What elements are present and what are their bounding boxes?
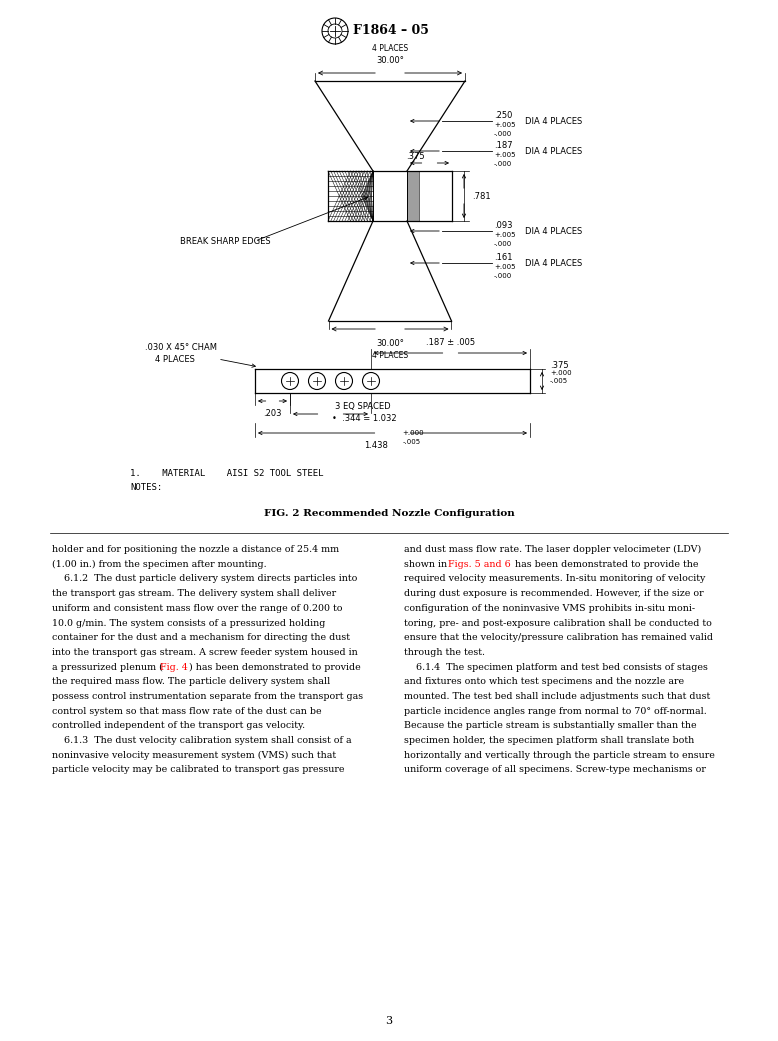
Text: +.000: +.000 <box>402 430 424 436</box>
Text: particle incidence angles range from normal to 70° off-normal.: particle incidence angles range from nor… <box>404 707 706 716</box>
Text: -.005: -.005 <box>402 439 421 445</box>
Text: Fig. 4: Fig. 4 <box>159 663 187 671</box>
Text: 1.438: 1.438 <box>365 441 388 450</box>
Text: .203: .203 <box>263 409 282 418</box>
Text: uniform and consistent mass flow over the range of 0.200 to: uniform and consistent mass flow over th… <box>52 604 342 613</box>
Text: 30.00°: 30.00° <box>376 339 404 348</box>
Text: Figs. 5 and 6: Figs. 5 and 6 <box>448 560 511 568</box>
Text: the transport gas stream. The delivery system shall deliver: the transport gas stream. The delivery s… <box>52 589 336 599</box>
Text: 4 PLACES: 4 PLACES <box>155 355 194 363</box>
Text: .187 ± .005: .187 ± .005 <box>426 338 475 347</box>
Text: particle velocity may be calibrated to transport gas pressure: particle velocity may be calibrated to t… <box>52 765 345 775</box>
Text: .375: .375 <box>550 360 569 370</box>
Text: 6.1.4  The specimen platform and test bed consists of stages: 6.1.4 The specimen platform and test bed… <box>404 663 708 671</box>
Text: into the transport gas stream. A screw feeder system housed in: into the transport gas stream. A screw f… <box>52 648 358 657</box>
Text: horizontally and vertically through the particle stream to ensure: horizontally and vertically through the … <box>404 751 715 760</box>
Text: -.000: -.000 <box>494 242 512 247</box>
Text: a pressurized plenum (: a pressurized plenum ( <box>52 663 163 671</box>
Text: 10.0 g/min. The system consists of a pressurized holding: 10.0 g/min. The system consists of a pre… <box>52 618 325 628</box>
Text: +.005: +.005 <box>494 122 516 128</box>
Text: NOTES:: NOTES: <box>130 482 163 491</box>
Text: +.005: +.005 <box>494 264 516 270</box>
Text: .375: .375 <box>405 152 424 161</box>
Text: FIG. 2 Recommended Nozzle Configuration: FIG. 2 Recommended Nozzle Configuration <box>264 508 514 517</box>
Text: +.005: +.005 <box>494 152 516 158</box>
Text: required velocity measurements. In-situ monitoring of velocity: required velocity measurements. In-situ … <box>404 575 706 583</box>
Text: +.000: +.000 <box>550 370 572 376</box>
Text: mounted. The test bed shall include adjustments such that dust: mounted. The test bed shall include adju… <box>404 692 710 701</box>
Text: -.005: -.005 <box>550 378 568 384</box>
Text: 4 PLACES: 4 PLACES <box>372 351 408 360</box>
Text: controlled independent of the transport gas velocity.: controlled independent of the transport … <box>52 721 305 731</box>
Text: F1864 – 05: F1864 – 05 <box>353 25 429 37</box>
Text: BREAK SHARP EDGES: BREAK SHARP EDGES <box>180 236 271 246</box>
Text: Because the particle stream is substantially smaller than the: Because the particle stream is substanti… <box>404 721 696 731</box>
Text: and fixtures onto which test specimens and the nozzle are: and fixtures onto which test specimens a… <box>404 678 684 686</box>
Text: ensure that the velocity/pressure calibration has remained valid: ensure that the velocity/pressure calibr… <box>404 633 713 642</box>
Text: DIA 4 PLACES: DIA 4 PLACES <box>525 227 582 235</box>
Text: the required mass flow. The particle delivery system shall: the required mass flow. The particle del… <box>52 678 330 686</box>
Text: during dust exposure is recommended. However, if the size or: during dust exposure is recommended. How… <box>404 589 703 599</box>
Text: container for the dust and a mechanism for directing the dust: container for the dust and a mechanism f… <box>52 633 350 642</box>
Text: .030 X 45° CHAM: .030 X 45° CHAM <box>145 342 217 352</box>
Text: 6.1.3  The dust velocity calibration system shall consist of a: 6.1.3 The dust velocity calibration syst… <box>52 736 352 745</box>
Text: 30.00°: 30.00° <box>376 56 404 65</box>
Text: .781: .781 <box>472 192 491 201</box>
Text: -.000: -.000 <box>494 273 512 279</box>
Text: toring, pre- and post-exposure calibration shall be conducted to: toring, pre- and post-exposure calibrati… <box>404 618 712 628</box>
Text: noninvasive velocity measurement system (VMS) such that: noninvasive velocity measurement system … <box>52 751 336 760</box>
Text: DIA 4 PLACES: DIA 4 PLACES <box>525 147 582 155</box>
Text: .250: .250 <box>494 111 513 121</box>
Text: .093: .093 <box>494 222 513 230</box>
Text: uniform coverage of all specimens. Screw-type mechanisms or: uniform coverage of all specimens. Screw… <box>404 765 706 775</box>
Text: specimen holder, the specimen platform shall translate both: specimen holder, the specimen platform s… <box>404 736 694 745</box>
Text: DIA 4 PLACES: DIA 4 PLACES <box>525 258 582 268</box>
Text: control system so that mass flow rate of the dust can be: control system so that mass flow rate of… <box>52 707 321 716</box>
Text: (1.00 in.) from the specimen after mounting.: (1.00 in.) from the specimen after mount… <box>52 560 267 568</box>
Text: configuration of the noninvasive VMS prohibits in-situ moni-: configuration of the noninvasive VMS pro… <box>404 604 695 613</box>
Text: and dust mass flow rate. The laser doppler velocimeter (LDV): and dust mass flow rate. The laser doppl… <box>404 545 701 554</box>
Text: has been demonstrated to provide the: has been demonstrated to provide the <box>512 560 698 568</box>
Text: -.000: -.000 <box>494 161 512 167</box>
Text: 3: 3 <box>385 1016 393 1026</box>
Text: .161: .161 <box>494 254 513 262</box>
Text: +.005: +.005 <box>494 232 516 238</box>
Text: possess control instrumentation separate from the transport gas: possess control instrumentation separate… <box>52 692 363 701</box>
Text: 3 EQ SPACED: 3 EQ SPACED <box>335 403 391 411</box>
Text: 1.    MATERIAL    AISI S2 TOOL STEEL: 1. MATERIAL AISI S2 TOOL STEEL <box>130 468 324 478</box>
Text: DIA 4 PLACES: DIA 4 PLACES <box>525 117 582 126</box>
Text: .187: .187 <box>494 142 513 151</box>
Text: •  .344 = 1.032: • .344 = 1.032 <box>332 414 397 424</box>
Text: shown in: shown in <box>404 560 450 568</box>
Text: ) has been demonstrated to provide: ) has been demonstrated to provide <box>189 663 361 671</box>
Text: through the test.: through the test. <box>404 648 485 657</box>
Bar <box>407 171 419 221</box>
Text: -.000: -.000 <box>494 131 512 137</box>
Text: 6.1.2  The dust particle delivery system directs particles into: 6.1.2 The dust particle delivery system … <box>52 575 357 583</box>
Text: holder and for positioning the nozzle a distance of 25.4 mm: holder and for positioning the nozzle a … <box>52 545 339 554</box>
Text: 4 PLACES: 4 PLACES <box>372 44 408 53</box>
